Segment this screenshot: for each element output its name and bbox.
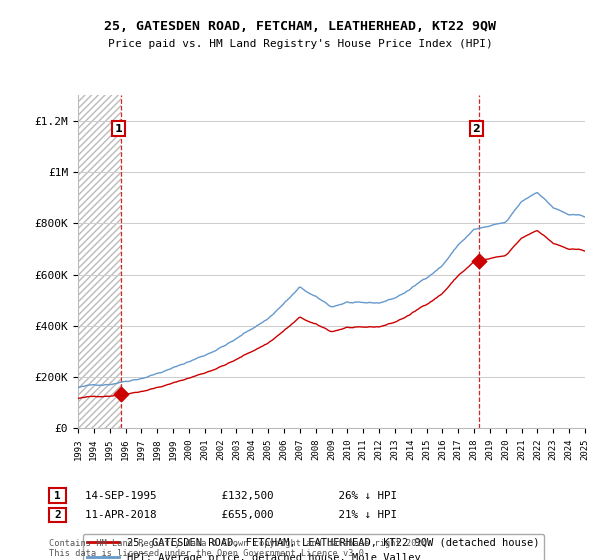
Text: 25, GATESDEN ROAD, FETCHAM, LEATHERHEAD, KT22 9QW: 25, GATESDEN ROAD, FETCHAM, LEATHERHEAD,… [104, 20, 496, 32]
Legend: 25, GATESDEN ROAD, FETCHAM, LEATHERHEAD, KT22 9QW (detached house), HPI: Average: 25, GATESDEN ROAD, FETCHAM, LEATHERHEAD,… [83, 534, 544, 560]
Point [474, 256, 484, 265]
Text: Contains HM Land Registry data © Crown copyright and database right 2024.
This d: Contains HM Land Registry data © Crown c… [49, 539, 433, 558]
Text: 1: 1 [115, 124, 122, 133]
Text: 2: 2 [54, 510, 61, 520]
Text: 1: 1 [54, 491, 61, 501]
Text: 2: 2 [472, 124, 480, 133]
Text: 14-SEP-1995          £132,500          26% ↓ HPI: 14-SEP-1995 £132,500 26% ↓ HPI [72, 491, 397, 501]
Text: 11-APR-2018          £655,000          21% ↓ HPI: 11-APR-2018 £655,000 21% ↓ HPI [72, 510, 397, 520]
Bar [78, 95, 121, 428]
Text: Price paid vs. HM Land Registry's House Price Index (HPI): Price paid vs. HM Land Registry's House … [107, 39, 493, 49]
Point [116, 390, 126, 399]
